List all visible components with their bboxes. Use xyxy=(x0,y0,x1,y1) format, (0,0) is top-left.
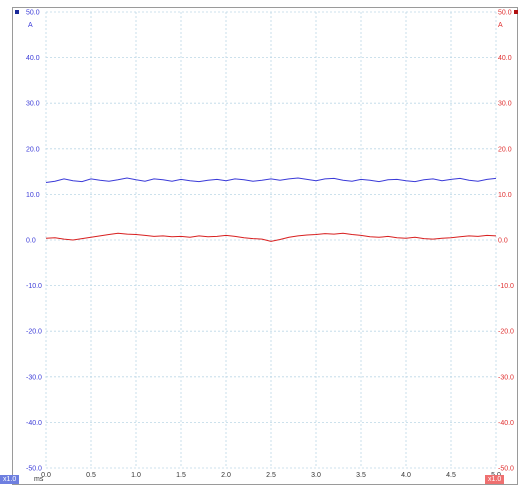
channel-b-marker-icon xyxy=(514,10,518,14)
right-axis-tick-label: 10.0 xyxy=(498,192,512,199)
left-axis-tick-label: 30.0 xyxy=(26,101,40,108)
x-axis-tick-label: 4.5 xyxy=(446,472,456,479)
right-axis-tick-label: -40.0 xyxy=(498,420,514,427)
left-axis-tick-label: -30.0 xyxy=(26,374,42,381)
right-scale-badge[interactable]: x1.0 xyxy=(485,475,505,484)
x-axis-tick-label: 0.0 xyxy=(41,472,51,479)
left-axis-tick-label: 50.0 xyxy=(26,10,40,17)
right-axis-tick-label: 0.0 xyxy=(498,238,508,245)
x-axis-tick-label: 2.5 xyxy=(266,472,276,479)
right-axis-tick-label: -30.0 xyxy=(498,374,514,381)
left-axis-tick-label: -50.0 xyxy=(26,466,42,473)
right-axis-tick-label: -10.0 xyxy=(498,283,514,290)
x-axis-tick-label: 1.5 xyxy=(176,472,186,479)
left-axis-tick-label: 20.0 xyxy=(26,146,40,153)
right-axis-tick-label: -20.0 xyxy=(498,329,514,336)
series-lines xyxy=(45,177,497,242)
right-axis-tick-label: 50.0 xyxy=(498,10,512,17)
left-scale-badge[interactable]: x1.0 xyxy=(0,475,20,484)
left-axis-tick-label: -40.0 xyxy=(26,420,42,427)
grid-lines xyxy=(45,11,497,469)
x-axis-tick-label: 2.0 xyxy=(221,472,231,479)
right-axis-unit: A xyxy=(498,22,503,29)
left-axis-tick-label: 0.0 xyxy=(26,238,36,245)
right-axis-tick-label: 40.0 xyxy=(498,55,512,62)
series-line-b xyxy=(45,232,497,242)
x-axis-tick-label: 4.0 xyxy=(401,472,411,479)
right-axis-tick-label: -50.0 xyxy=(498,466,514,473)
x-axis-tick-label: 3.5 xyxy=(356,472,366,479)
left-axis-ticks: 50.0 40.0 30.0 20.0 10.0 0.0 -10.0 -20.0 -30.0 -4… xyxy=(26,10,42,473)
right-axis-tick-label: 20.0 xyxy=(498,146,512,153)
left-axis-tick-label: 10.0 xyxy=(26,192,40,199)
scope-frame xyxy=(12,7,518,485)
series-line-a xyxy=(45,177,497,183)
x-axis-tick-label: 1.0 xyxy=(131,472,141,479)
x-axis-tick-label: 0.5 xyxy=(86,472,96,479)
x-axis-unit: ms xyxy=(34,476,44,483)
left-axis-tick-label: 40.0 xyxy=(26,55,40,62)
left-axis-tick-label: -20.0 xyxy=(26,329,42,336)
x-axis-ticks: 0.00.51.01.52.02.53.03.54.04.55.0 xyxy=(41,472,501,479)
right-axis-tick-label: 30.0 xyxy=(498,101,512,108)
left-axis-unit: A xyxy=(28,22,33,29)
x-axis-tick-label: 3.0 xyxy=(311,472,321,479)
left-axis-tick-label: -10.0 xyxy=(26,283,42,290)
channel-a-marker-icon xyxy=(15,10,19,14)
right-axis-ticks: 50.0 40.0 30.0 20.0 10.0 0.0 -10.0 -20.0 -30.0 -4… xyxy=(498,10,514,473)
